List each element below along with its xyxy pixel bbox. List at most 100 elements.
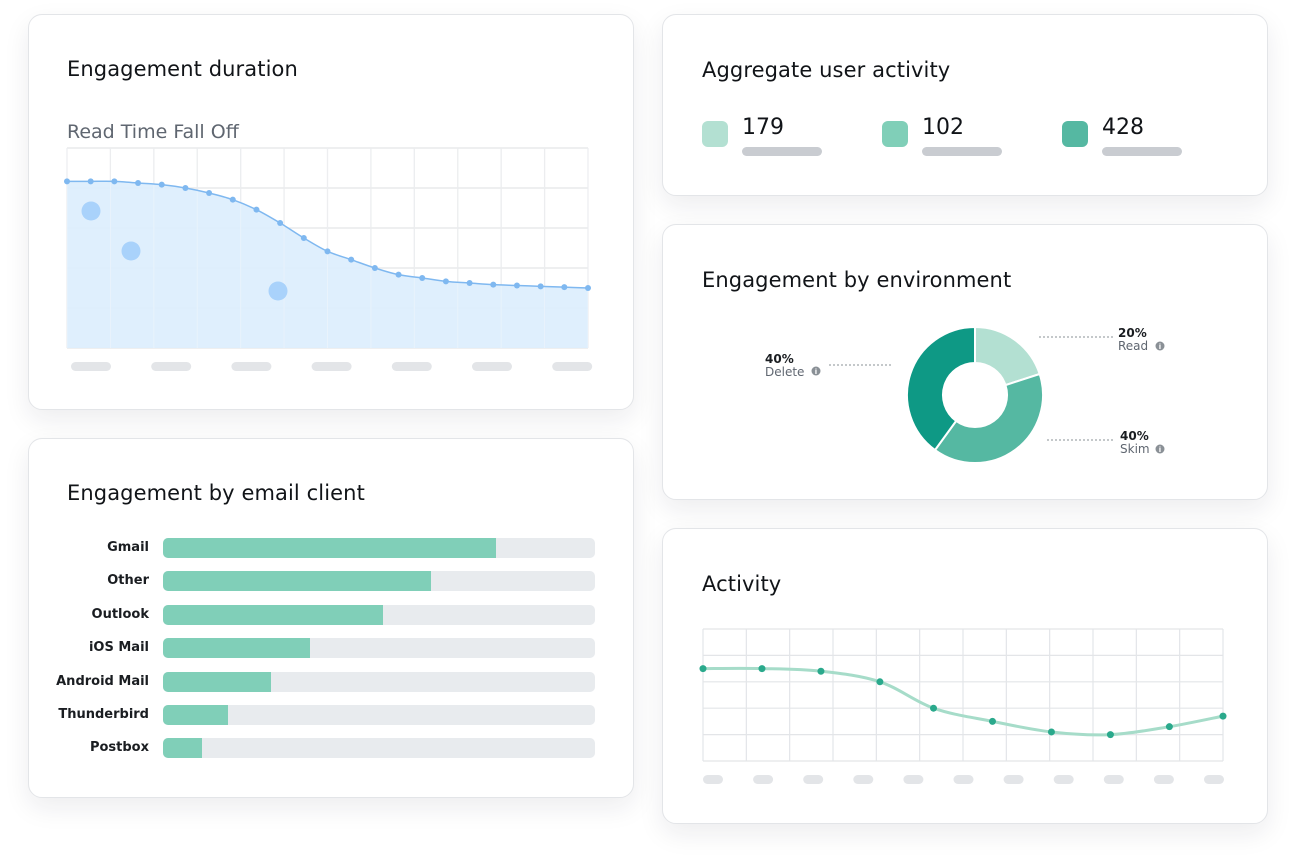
client-row: Outlook	[29, 604, 635, 625]
x-tick-placeholder	[311, 362, 352, 371]
client-bar-track	[163, 538, 595, 558]
data-point	[87, 178, 94, 185]
x-tick-placeholder	[903, 775, 924, 784]
donut-slice-delete	[906, 325, 976, 452]
data-point	[699, 665, 707, 673]
client-label: Other	[107, 573, 149, 589]
environment-card: Engagement by environment 20% Read i 40%…	[662, 224, 1268, 500]
x-tick-placeholder	[953, 775, 974, 784]
client-row: Gmail	[29, 538, 635, 558]
client-label: Android Mail	[56, 673, 149, 689]
read-label: Read	[1118, 339, 1148, 353]
read-percent: 20%	[1118, 326, 1147, 340]
data-point	[419, 275, 426, 281]
aggregate-stat: 179	[702, 115, 862, 167]
activity-title: Activity	[702, 572, 782, 596]
data-point	[1047, 728, 1055, 736]
x-tick-placeholder	[231, 362, 272, 371]
client-row: iOS Mail	[29, 638, 635, 659]
stat-placeholder-bar	[1102, 147, 1182, 156]
delete-percent: 40%	[765, 352, 794, 366]
stat-placeholder-bar	[922, 147, 1002, 156]
delete-label: Delete	[765, 365, 804, 379]
svg-text:i: i	[1159, 446, 1161, 454]
data-point	[490, 281, 497, 288]
data-point	[930, 704, 938, 712]
donut-slice-skim	[933, 372, 1044, 464]
client-bar-track	[163, 671, 595, 692]
x-tick-placeholder	[71, 362, 111, 371]
data-point	[324, 248, 331, 255]
info-icon[interactable]: i	[1155, 444, 1165, 455]
activity-card: Activity	[662, 528, 1268, 824]
aggregate-stat: 102	[882, 115, 1042, 167]
client-bar	[163, 571, 431, 592]
data-point	[466, 280, 473, 286]
environment-donut-chart: 20% Read i 40% Skim i 40% Delete i	[765, 325, 1165, 464]
data-point	[758, 665, 766, 673]
svg-text:i: i	[1159, 343, 1161, 351]
client-bar	[163, 705, 228, 725]
x-tick-placeholder	[151, 362, 192, 371]
client-label: iOS Mail	[88, 640, 149, 656]
stat-value: 428	[1102, 115, 1144, 140]
data-point	[876, 678, 884, 686]
data-point	[1219, 712, 1227, 720]
x-tick-placeholder	[1103, 775, 1124, 784]
bubble-marker	[268, 281, 288, 301]
data-point	[182, 185, 189, 191]
data-point	[561, 284, 568, 291]
client-label: Postbox	[89, 740, 149, 756]
aggregate-activity-card: Aggregate user activity 179 102 428	[662, 14, 1268, 196]
data-point	[371, 265, 378, 271]
client-bar-track	[163, 638, 595, 659]
stat-swatch	[1062, 121, 1088, 147]
read-time-chart-title: Read Time Fall Off	[67, 121, 240, 143]
svg-text:i: i	[815, 368, 817, 376]
client-bar	[163, 638, 310, 659]
client-bar	[163, 538, 496, 558]
skim-percent: 40%	[1120, 429, 1149, 443]
x-tick-placeholder	[753, 775, 774, 784]
client-bar-track	[163, 738, 595, 759]
x-tick-placeholder	[803, 775, 824, 784]
x-tick-placeholder	[853, 775, 874, 784]
x-tick-placeholder	[703, 775, 723, 784]
client-row: Other	[29, 571, 635, 592]
client-label: Thunderbird	[58, 707, 149, 722]
client-bar	[163, 738, 202, 759]
data-point	[817, 667, 825, 675]
activity-line-chart	[699, 628, 1227, 784]
data-point	[348, 256, 355, 263]
stat-value: 179	[742, 115, 784, 140]
client-label: Gmail	[107, 540, 149, 555]
data-point	[395, 271, 402, 278]
x-tick-placeholder	[472, 362, 512, 371]
data-point	[253, 206, 260, 213]
data-point	[988, 717, 996, 725]
data-point	[300, 235, 307, 241]
stat-swatch	[702, 121, 728, 147]
x-tick-placeholder	[391, 362, 432, 371]
data-point	[229, 196, 236, 203]
info-icon[interactable]: i	[1155, 341, 1165, 352]
client-label: Outlook	[91, 606, 149, 622]
environment-title: Engagement by environment	[702, 268, 1012, 292]
stat-placeholder-bar	[742, 147, 822, 156]
x-tick-placeholder	[1204, 775, 1224, 784]
x-tick-placeholder	[1053, 775, 1074, 784]
data-point	[1165, 723, 1173, 731]
client-row: Postbox	[29, 738, 635, 759]
client-bar	[163, 671, 271, 692]
x-tick-placeholder	[552, 362, 593, 371]
data-point	[585, 285, 591, 291]
data-point	[442, 278, 449, 285]
info-icon[interactable]: i	[811, 366, 821, 377]
stat-swatch	[882, 121, 908, 147]
data-point	[1106, 731, 1114, 739]
area-fill	[67, 181, 588, 348]
bubble-marker	[121, 241, 141, 261]
x-tick-placeholder	[1153, 775, 1174, 784]
engagement-duration-card: Engagement duration Read Time Fall Off	[28, 14, 634, 410]
x-tick-placeholder	[1003, 775, 1024, 784]
